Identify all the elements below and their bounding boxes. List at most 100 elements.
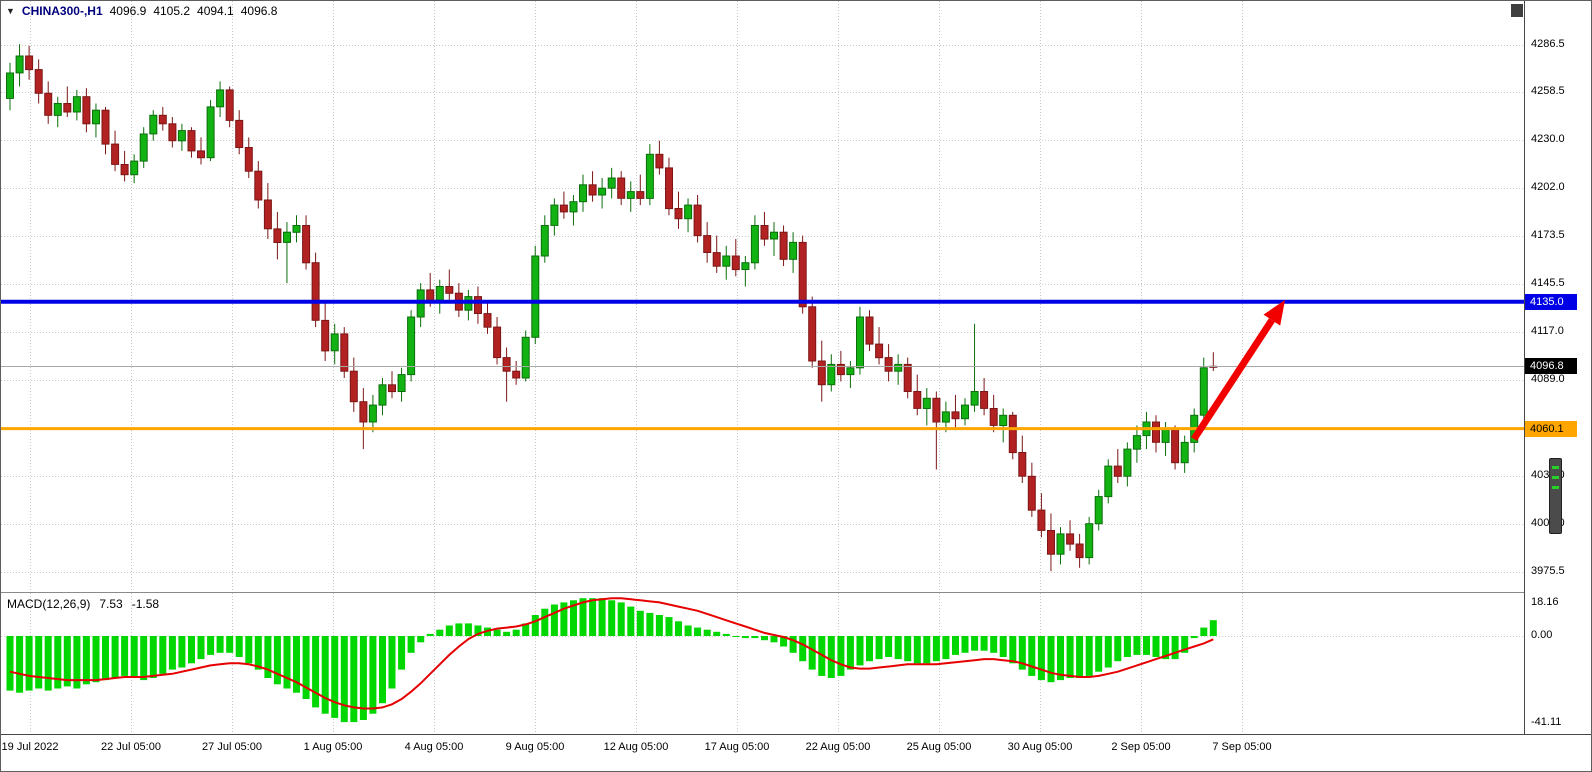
macd-bar	[168, 636, 176, 670]
candle-body	[770, 231, 778, 240]
candle-body	[1027, 475, 1036, 511]
macd-bar	[417, 636, 425, 643]
candle-body	[684, 204, 693, 220]
candle-body	[101, 109, 110, 145]
macd-bar	[264, 636, 272, 678]
candle-body	[750, 225, 759, 264]
panel-divider[interactable]	[1, 592, 1591, 593]
macd-bar	[550, 604, 558, 636]
candle-body	[1085, 523, 1094, 559]
time-axis-label: 25 Aug 05:00	[906, 741, 972, 753]
macd-signal-line	[9, 597, 1214, 710]
candle-body	[693, 204, 702, 237]
candle-body	[865, 316, 874, 345]
time-axis-label: 17 Aug 05:00	[704, 741, 770, 753]
candle-body	[932, 397, 941, 423]
macd-bar	[1200, 627, 1208, 636]
symbol-dropdown-icon[interactable]: ▼	[6, 6, 15, 16]
macd-bar	[579, 598, 587, 636]
macd-bar	[102, 636, 109, 681]
candle-body	[626, 191, 635, 199]
candle-body	[435, 286, 444, 301]
candle-body	[206, 106, 215, 159]
candle-body	[550, 204, 559, 226]
macd-bar	[531, 615, 539, 636]
macd-indicator-panel[interactable]	[1, 593, 1524, 734]
macd-bar	[426, 633, 434, 636]
candle-body	[827, 363, 836, 386]
candle-body	[607, 177, 616, 189]
candle-body	[846, 367, 855, 376]
ohlc-high: 4105.2	[153, 4, 191, 18]
candle-body	[712, 252, 721, 267]
macd-bar	[474, 625, 482, 636]
macd-bar	[990, 636, 998, 653]
candle-body	[330, 333, 339, 352]
macd-histogram	[6, 598, 1217, 723]
price-axis[interactable]: 4286.5 4258.5 4230.0 4202.0 4173.5 4145.5 4117…	[1524, 1, 1591, 734]
macd-bar	[570, 600, 577, 636]
candle-body	[941, 411, 950, 423]
candle-body	[760, 225, 769, 240]
macd-bar	[1009, 636, 1017, 664]
macd-bar	[932, 636, 940, 662]
candle-body	[1075, 543, 1084, 559]
macd-bar	[178, 636, 186, 668]
time-axis-label: 19 Jul 2022	[1, 741, 59, 753]
candle-body	[808, 306, 817, 362]
candle-body	[798, 241, 807, 308]
axis-tick-label: 18.16	[1531, 596, 1559, 608]
candle-body	[292, 225, 301, 233]
candle-body	[378, 384, 387, 406]
candle-body	[283, 231, 291, 243]
macd-bar	[25, 636, 33, 691]
price-chart-area[interactable]	[1, 1, 1524, 593]
candle-body	[63, 103, 72, 113]
candlesticks	[6, 44, 1218, 572]
candle-body	[961, 404, 969, 420]
candle-body	[120, 164, 129, 176]
macd-bar	[197, 636, 205, 660]
candle-body	[244, 147, 253, 172]
candle-body	[187, 130, 196, 152]
macd-bar	[665, 617, 673, 636]
ohlc-close: 4096.8	[240, 4, 278, 18]
price-badge-resistance: 4135.0	[1525, 294, 1577, 310]
macd-bar	[598, 598, 606, 636]
macd-bar	[159, 636, 167, 674]
time-axis[interactable]: 19 Jul 2022 22 Jul 05:00 27 Jul 05:00 1 Aug…	[1, 735, 1591, 771]
candle-body	[1180, 441, 1189, 464]
macd-bar	[1152, 636, 1160, 657]
macd-bar	[464, 623, 472, 636]
candle-body	[1123, 448, 1132, 477]
macd-bar	[245, 636, 253, 664]
candle-body	[1018, 452, 1027, 477]
candle-body	[15, 55, 24, 74]
candle-body	[617, 177, 626, 199]
macd-bar	[1037, 636, 1045, 681]
candle-body	[407, 316, 416, 376]
candle-body	[197, 150, 205, 159]
candle-body	[235, 119, 244, 149]
candle-body	[569, 201, 578, 213]
macd-bar	[283, 636, 291, 689]
macd-bar	[350, 636, 358, 723]
candle-body	[1047, 530, 1055, 555]
candle-body	[1161, 428, 1170, 443]
chart-shift-marker[interactable]	[1511, 4, 1523, 17]
candle-body	[922, 397, 931, 409]
macd-bar	[904, 636, 912, 662]
candle-body	[903, 363, 912, 392]
macd-bar	[780, 636, 788, 647]
macd-bar	[331, 636, 339, 718]
candle-body	[521, 336, 530, 379]
macd-bar	[188, 636, 195, 664]
macd-bar	[235, 636, 243, 657]
trend-arrow[interactable]	[1191, 300, 1285, 441]
vertical-scrollbar-thumb[interactable]	[1549, 458, 1562, 534]
candle-body	[130, 160, 139, 176]
candle-body	[884, 357, 893, 372]
macd-bar	[770, 636, 778, 643]
macd-bar	[655, 615, 663, 636]
macd-bar	[54, 636, 62, 689]
